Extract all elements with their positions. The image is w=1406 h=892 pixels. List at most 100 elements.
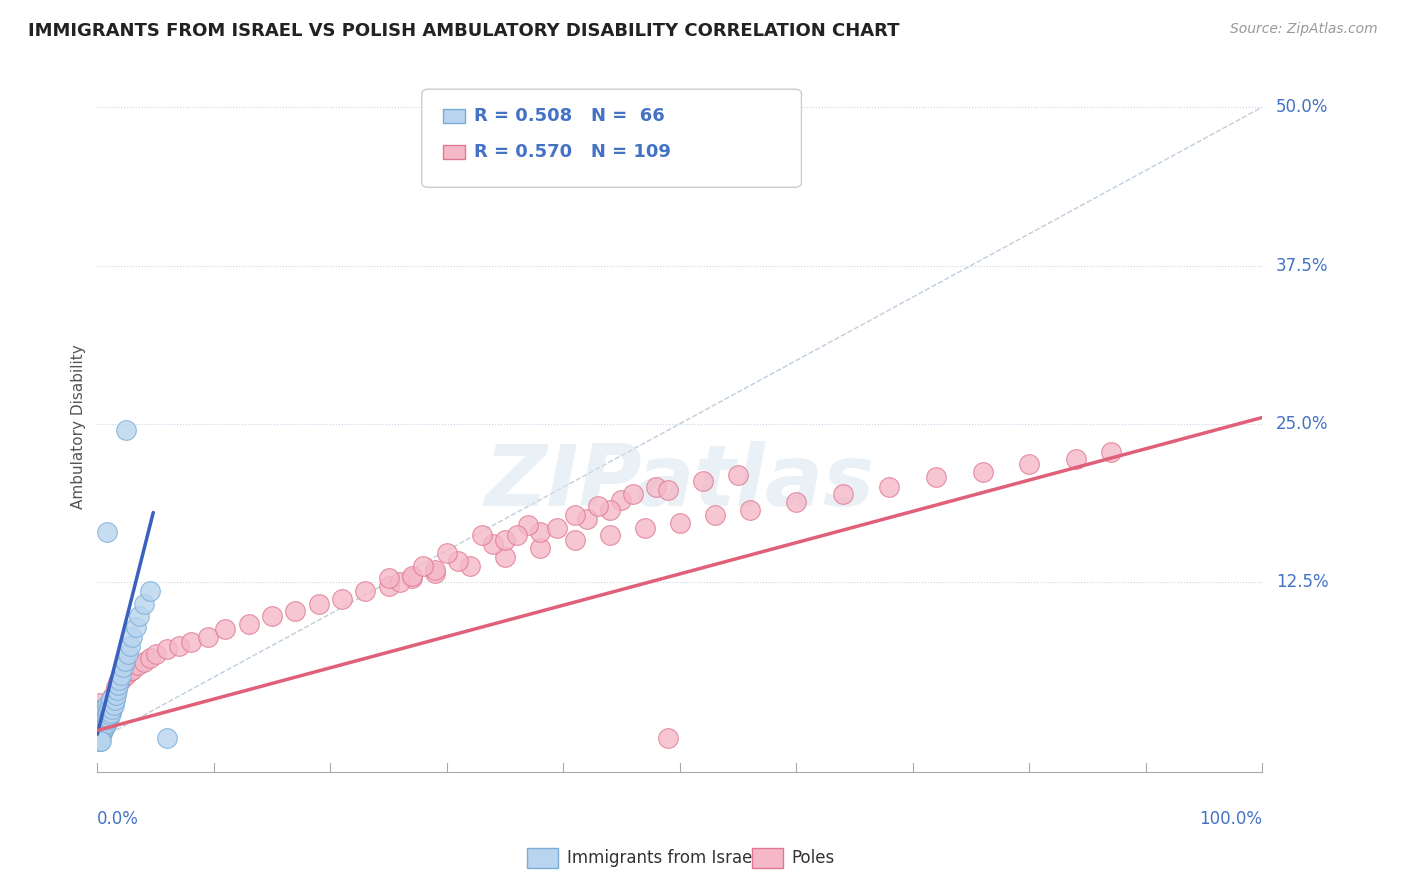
Point [505, 528, 527, 542]
Point [93, 706, 115, 721]
Point [167, 639, 190, 653]
Point [90, 703, 112, 717]
Point [599, 503, 621, 517]
Point [586, 499, 609, 513]
Point [121, 663, 143, 677]
Point [1064, 452, 1087, 467]
Point [90, 724, 112, 739]
Point [101, 690, 124, 705]
Point [96, 713, 118, 727]
Point [517, 518, 540, 533]
Point [127, 657, 149, 672]
Point [91, 703, 114, 717]
Point [94, 715, 117, 730]
Point [98, 708, 121, 723]
Point [703, 508, 725, 522]
Point [87, 718, 110, 732]
Point [91, 726, 114, 740]
Point [125, 619, 148, 633]
Point [634, 521, 657, 535]
Point [104, 688, 127, 702]
Point [91, 718, 114, 732]
Point [90, 733, 112, 747]
Text: Poles: Poles [792, 849, 835, 867]
Point [89, 706, 111, 721]
Point [599, 528, 621, 542]
Point [94, 711, 117, 725]
Text: 37.5%: 37.5% [1277, 257, 1329, 275]
Point [145, 648, 167, 662]
Point [110, 667, 132, 681]
Point [87, 732, 110, 747]
Point [89, 726, 111, 740]
Text: Source: ZipAtlas.com: Source: ZipAtlas.com [1230, 22, 1378, 37]
Point [330, 591, 353, 606]
Point [90, 709, 112, 723]
Point [98, 706, 121, 720]
Point [111, 670, 134, 684]
Point [657, 483, 679, 497]
Point [657, 731, 679, 745]
Point [91, 709, 114, 723]
Point [98, 700, 121, 714]
Point [87, 727, 110, 741]
Point [90, 721, 112, 735]
Point [692, 474, 714, 488]
Point [89, 712, 111, 726]
Point [645, 480, 668, 494]
Point [91, 706, 114, 720]
Point [471, 528, 494, 542]
Point [91, 711, 114, 725]
Point [87, 732, 110, 747]
Point [87, 711, 110, 725]
Point [97, 708, 120, 723]
Point [96, 708, 118, 723]
Text: Immigrants from Israel: Immigrants from Israel [567, 849, 756, 867]
Point [94, 706, 117, 720]
Point [108, 673, 131, 687]
Text: 12.5%: 12.5% [1277, 574, 1329, 591]
Point [91, 712, 114, 726]
Point [925, 470, 948, 484]
Point [98, 700, 121, 714]
Point [90, 711, 112, 725]
Point [94, 718, 117, 732]
Point [89, 722, 111, 736]
Point [90, 727, 112, 741]
Point [121, 630, 143, 644]
Point [89, 727, 111, 741]
Point [423, 562, 446, 576]
Point [98, 711, 121, 725]
Point [90, 715, 112, 730]
Point [97, 704, 120, 718]
Point [564, 508, 586, 522]
Text: 25.0%: 25.0% [1277, 415, 1329, 433]
Point [128, 609, 150, 624]
Point [87, 727, 110, 741]
Point [97, 713, 120, 727]
Point [89, 708, 111, 723]
Point [93, 711, 115, 725]
Point [87, 706, 110, 720]
Point [139, 584, 162, 599]
Point [93, 720, 115, 734]
Point [401, 571, 423, 585]
Point [91, 714, 114, 729]
Point [156, 642, 179, 657]
Point [238, 617, 260, 632]
Point [100, 691, 122, 706]
Point [972, 465, 994, 479]
Point [1018, 458, 1040, 472]
Point [436, 546, 458, 560]
Point [104, 693, 127, 707]
Point [91, 715, 114, 730]
Point [100, 706, 122, 720]
Point [96, 700, 118, 714]
Point [377, 579, 399, 593]
Point [115, 667, 138, 681]
Point [377, 571, 399, 585]
Point [529, 524, 551, 539]
Point [96, 524, 118, 539]
Point [87, 730, 110, 744]
Point [90, 706, 112, 720]
